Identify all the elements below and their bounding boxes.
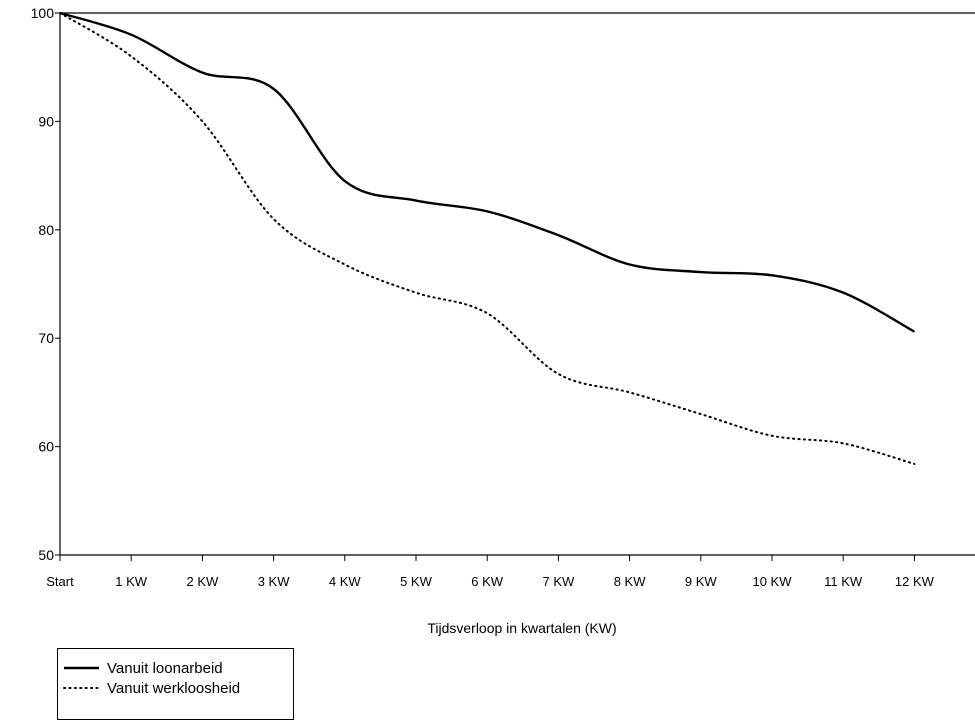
legend-item-werkloosheid: Vanuit werkloosheid: [58, 678, 240, 698]
x-tick-label: 6 KW: [471, 574, 504, 589]
x-tick-label: 1 KW: [115, 574, 148, 589]
x-tick-label: 10 KW: [752, 574, 792, 589]
x-tick-label: 5 KW: [400, 574, 433, 589]
legend-swatch-dotted: [63, 687, 100, 689]
y-tick-label: 100: [31, 5, 55, 21]
x-axis: Start 1 KW 2 KW 3 KW 4 KW 5 KW 6 KW 7 KW 8 KW 9 K…: [46, 554, 975, 589]
legend-label: Vanuit werkloosheid: [107, 679, 241, 697]
x-tick-label: 11 KW: [824, 574, 863, 589]
y-tick-label: 50: [38, 547, 54, 563]
legend-swatch-solid: [64, 666, 99, 670]
x-axis-title: Tijdsverloop in kwartalen (KW): [427, 620, 616, 636]
x-tick-label: 4 KW: [329, 574, 362, 589]
legend-item-loonarbeid: Vanuit loonarbeid: [58, 658, 223, 678]
legend-label: Vanuit loonarbeid: [107, 659, 223, 677]
y-tick-label: 90: [38, 113, 54, 129]
y-tick-label: 60: [38, 439, 54, 455]
x-tick-label: Start: [46, 574, 74, 589]
y-tick-label: 70: [38, 330, 54, 346]
series-line-werkloosheid: [59, 12, 916, 465]
x-tick-label: 3 KW: [258, 574, 291, 589]
x-tick-label: 8 KW: [614, 574, 647, 589]
x-tick-label: 9 KW: [685, 574, 718, 589]
y-tick-label: 80: [38, 222, 54, 238]
x-tick-label: 7 KW: [543, 574, 576, 589]
series-line-loonarbeid: [59, 11, 915, 333]
plot-series: [59, 11, 916, 465]
x-tick-label: 2 KW: [187, 574, 220, 589]
x-tick-label: 12 KW: [895, 574, 935, 589]
y-axis: 50 60 70 80 90 100: [31, 5, 975, 563]
chart-legend: Vanuit loonarbeid Vanuit werkloosheid: [57, 648, 294, 720]
